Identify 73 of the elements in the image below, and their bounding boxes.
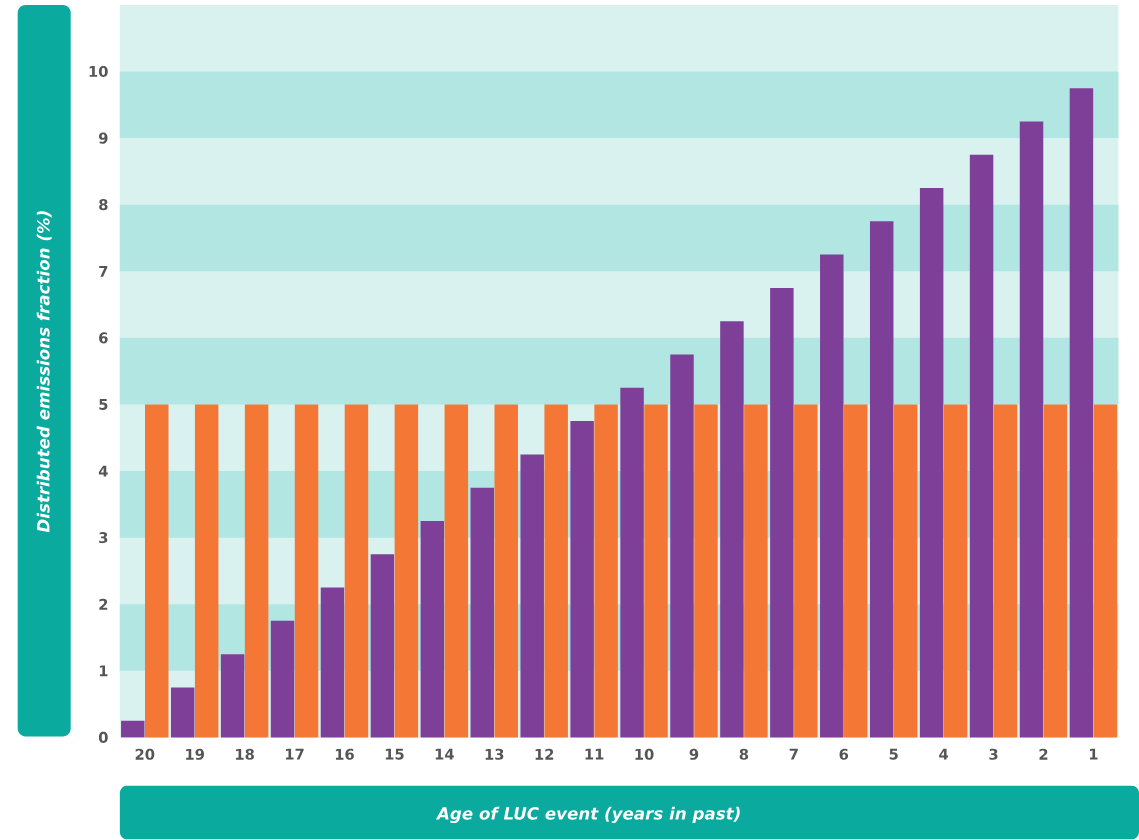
x-tick-label: 13 [485,748,504,761]
bar [294,404,319,738]
x-tick-label: 14 [435,748,454,760]
bar [394,404,419,738]
y-tick-label: 6 [99,332,108,344]
x-tick-label: 7 [789,748,798,760]
bar [244,404,269,738]
bar [820,254,844,738]
bar [844,404,868,738]
bar [170,687,195,738]
bar [694,404,718,738]
y-tick-label: 9 [98,132,108,144]
bar [470,487,495,738]
bar [320,587,345,738]
bar [344,404,369,738]
bar [121,720,145,738]
bar [370,554,395,738]
bar [194,404,219,738]
bar [644,404,668,738]
x-tick-label: 10 [635,748,654,761]
x-tick-label: 17 [285,748,304,760]
bar [670,354,694,738]
x-tick-label: 2 [1039,748,1048,760]
bar [494,404,518,738]
bar [544,404,568,738]
x-tick-label: 5 [889,748,898,760]
x-axis-title: Age of LUC event (years in past) [435,807,740,824]
x-tick-label: 15 [385,748,404,760]
x-tick-label: 12 [535,748,554,760]
bar [969,154,994,738]
bar [919,188,944,738]
x-tick-label: 6 [839,748,849,761]
x-tick-label: 19 [186,748,204,761]
y-tick-label: 1 [99,665,108,677]
bar [520,454,544,738]
x-tick-label: 20 [135,748,155,761]
x-tick-label: 4 [939,748,949,760]
bar [444,404,469,738]
bar [744,404,768,738]
bar [893,404,918,738]
y-tick-label: 8 [99,199,108,211]
y-tick-label: 5 [99,399,108,411]
bar [220,654,245,738]
y-tick-label: 10 [89,66,108,78]
y-tick-label: 4 [98,465,108,477]
x-tick-label: 16 [335,748,354,761]
x-tick-label: 1 [1089,748,1098,760]
bar [770,288,794,738]
y-axis-title: Distributed emissions fraction (%) [36,211,52,533]
x-tick-label: 11 [585,748,604,760]
bar [720,321,744,738]
bar [420,521,445,738]
bar [1069,88,1094,738]
y-tick-label: 2 [99,598,108,610]
x-tick-label: 8 [739,748,749,761]
bar [145,404,169,738]
bar [1093,404,1118,738]
bar [869,221,894,738]
y-tick-label: 7 [99,266,108,277]
bar [794,404,818,738]
bar [943,404,968,738]
bar [570,421,594,738]
bar [620,388,644,738]
x-tick-label: 3 [989,748,998,761]
bar [1019,121,1044,738]
x-tick-label: 9 [689,748,699,761]
y-tick-label: 0 [98,732,108,744]
bar [993,404,1018,738]
x-tick-label: 18 [236,748,254,761]
y-tick-label: 3 [99,532,108,544]
bar [1043,404,1068,738]
bar [594,404,618,738]
bar [270,621,295,738]
